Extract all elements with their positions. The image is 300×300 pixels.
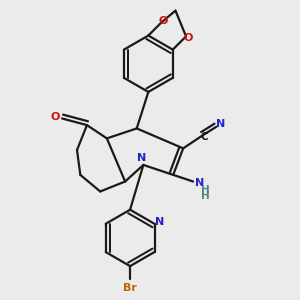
Text: O: O xyxy=(183,33,192,43)
Text: O: O xyxy=(159,16,168,26)
Text: N: N xyxy=(216,119,225,129)
Text: N: N xyxy=(195,178,204,188)
Text: H: H xyxy=(201,185,210,196)
Text: N: N xyxy=(137,153,146,163)
Text: H: H xyxy=(201,191,210,201)
Text: N: N xyxy=(154,217,164,227)
Text: Br: Br xyxy=(123,283,137,293)
Text: O: O xyxy=(50,112,59,122)
Text: C: C xyxy=(201,132,208,142)
